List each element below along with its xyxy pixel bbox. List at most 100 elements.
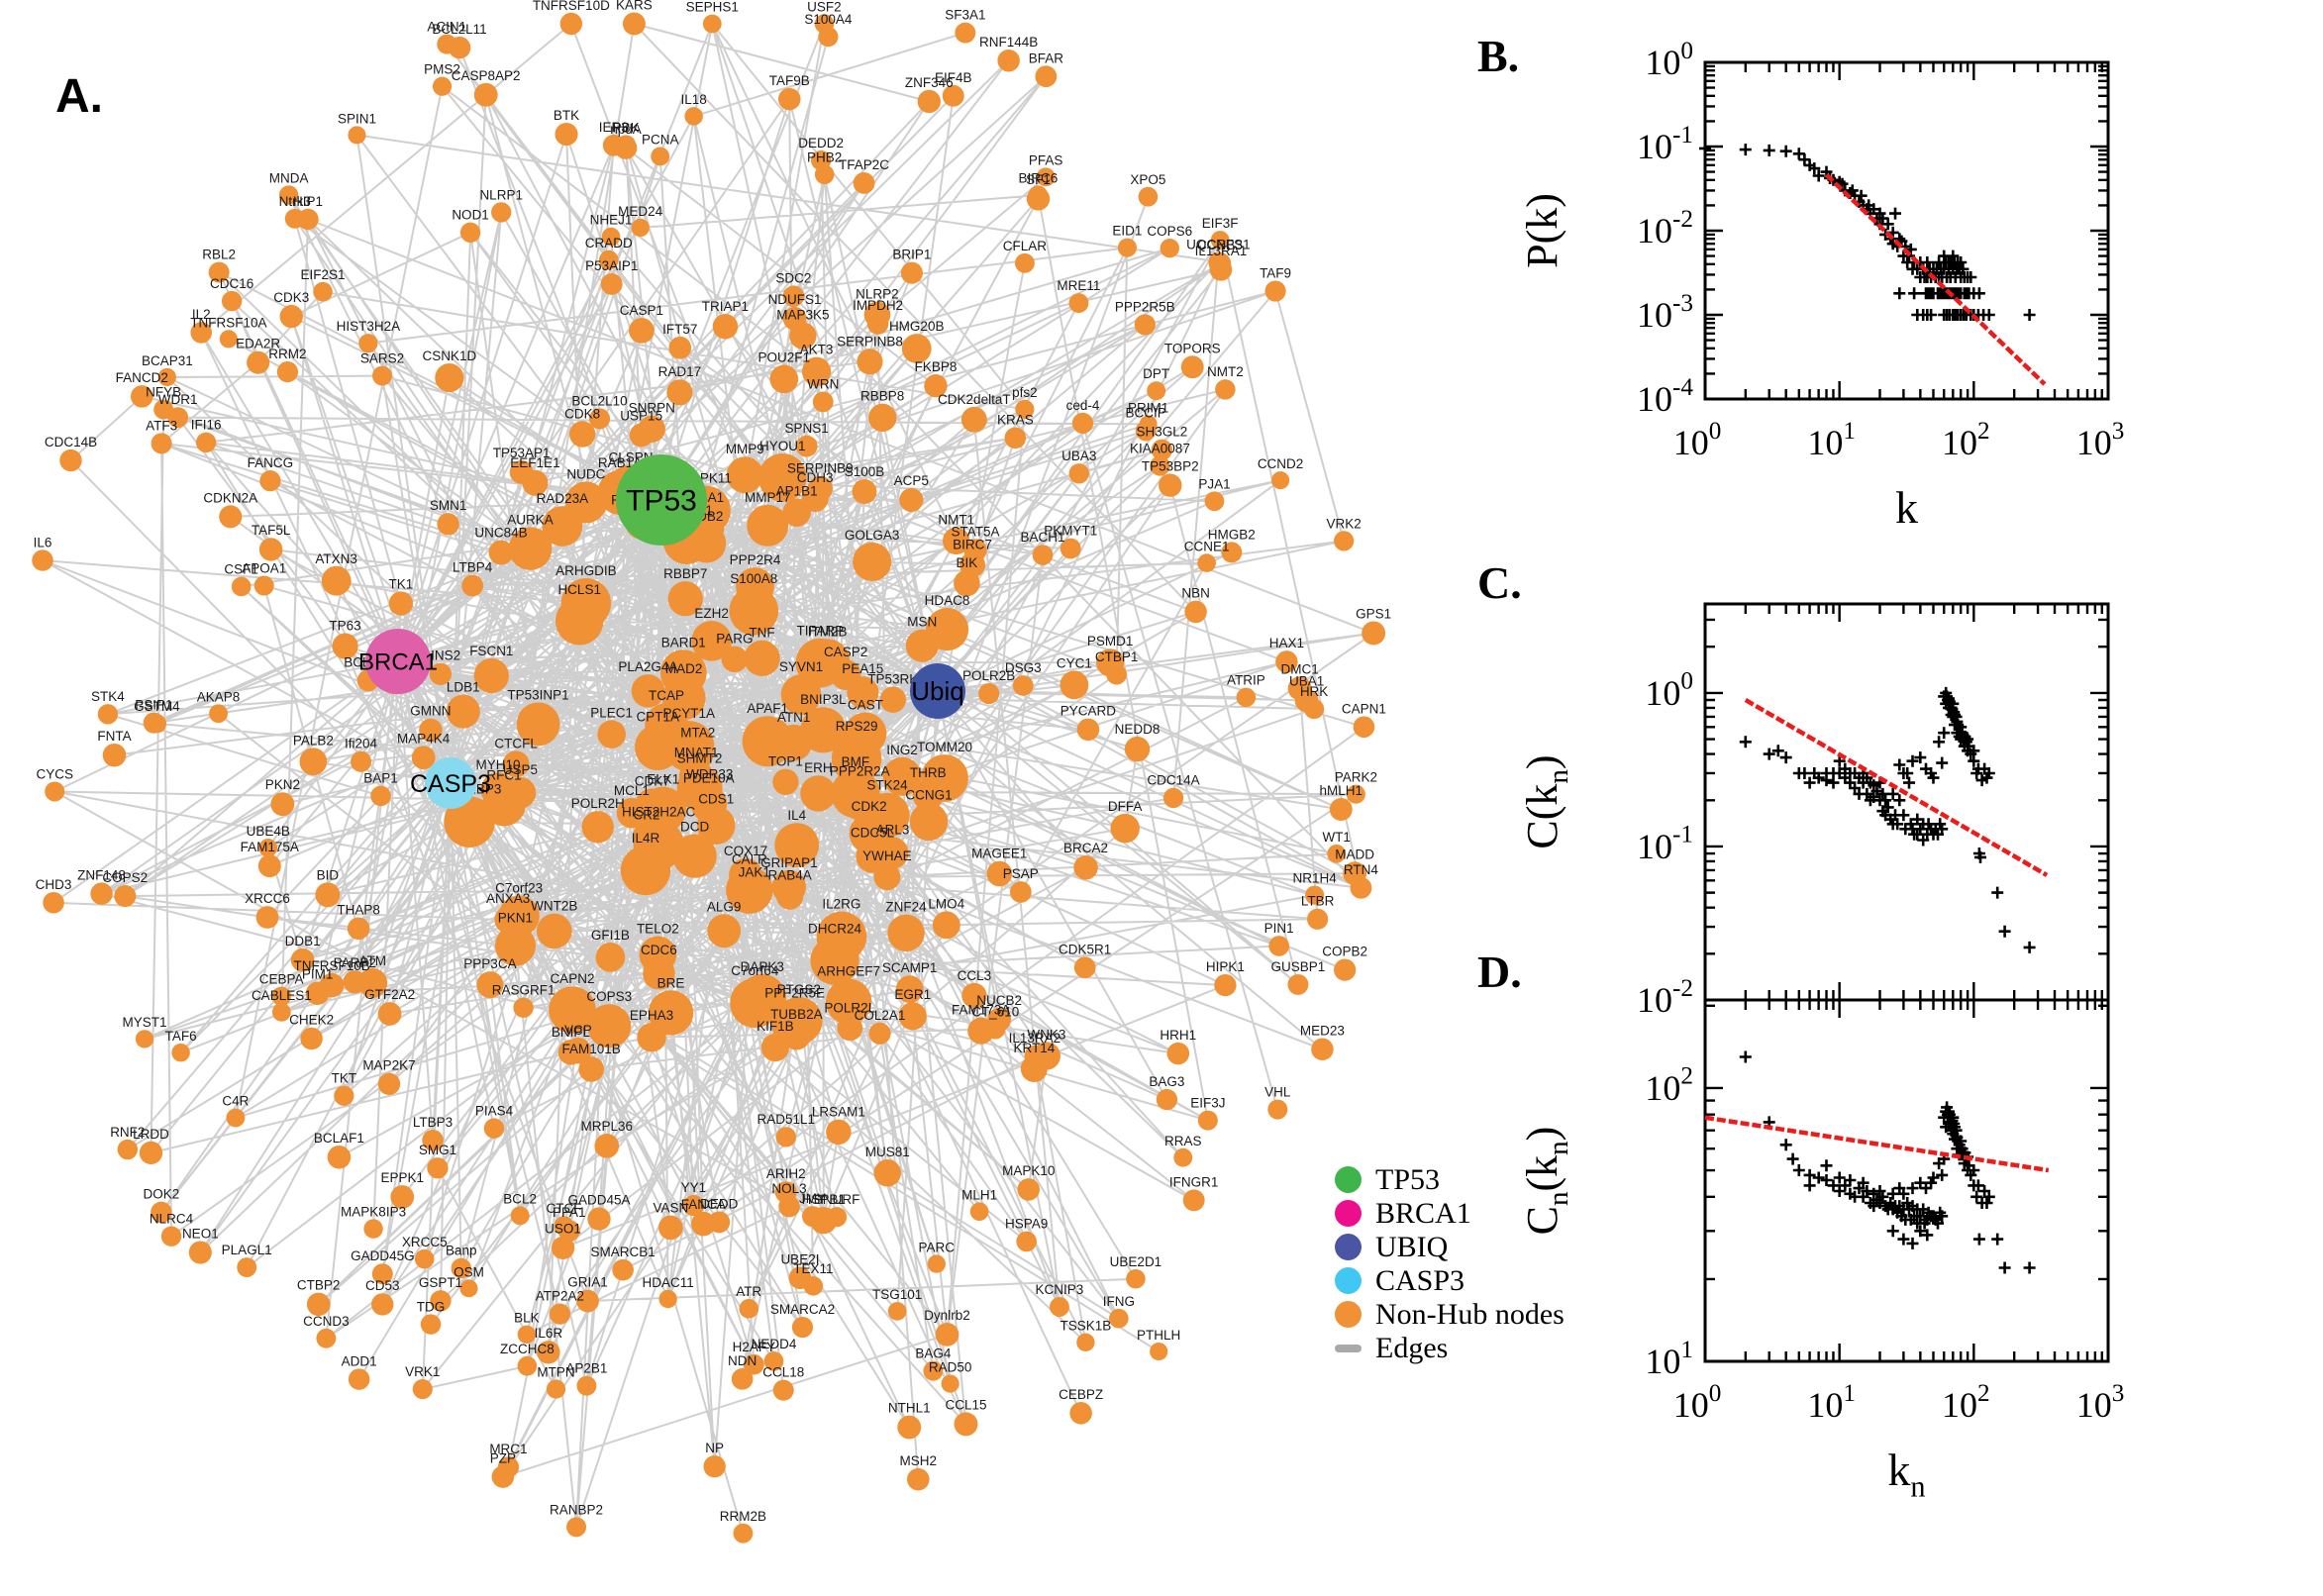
network-node-label: PCNA xyxy=(642,133,679,148)
network-node-label: NEDD4 xyxy=(752,1337,797,1351)
network-node xyxy=(221,290,243,312)
network-node-label: TKT xyxy=(332,1071,357,1086)
network-node xyxy=(1073,855,1098,880)
legend: TP53 BRCA1 UBIQ CASP3 Non-Hub nodes Edge… xyxy=(1335,1163,1565,1364)
network-node-label: HMGB2 xyxy=(1208,527,1256,542)
network-node-label: TNF xyxy=(749,626,774,641)
network-node-label: DFFA xyxy=(1108,799,1143,814)
scatter-points xyxy=(1739,686,2036,953)
network-node xyxy=(942,527,970,555)
network-node xyxy=(1197,553,1216,572)
network-node-label: LRSAM1 xyxy=(812,1105,865,1120)
network-node-label: IL13RA2 xyxy=(1009,1031,1061,1046)
network-node xyxy=(473,657,509,694)
network-node-label: GRIPAP1 xyxy=(760,855,818,870)
network-node-label: AKAP8 xyxy=(197,689,241,704)
network-node-label: AP1B1 xyxy=(776,483,818,498)
network-node xyxy=(758,453,807,502)
network-node-label: MNAT1 xyxy=(674,745,719,759)
network-node-label: BTK xyxy=(554,108,579,123)
network-node-label: USO1 xyxy=(545,1222,581,1237)
network-node-label: H2AFY xyxy=(733,1340,776,1354)
network-node xyxy=(648,990,694,1036)
network-node-label: TOP1 xyxy=(768,754,803,769)
network-node xyxy=(1166,1042,1190,1065)
network-node-label: ACIN1 xyxy=(427,20,466,35)
network-node-label: CDK8 xyxy=(564,406,600,421)
network-node-label: RBBP8 xyxy=(860,389,904,404)
network-node-label: SEPHS1 xyxy=(686,0,739,15)
network-node xyxy=(1026,187,1051,211)
network-node xyxy=(811,150,832,171)
network-node xyxy=(818,27,839,48)
network-node xyxy=(800,707,847,753)
network-node xyxy=(921,754,968,802)
network-node-label: WRN xyxy=(807,376,839,391)
network-node xyxy=(551,1236,575,1260)
network-node xyxy=(1264,280,1286,302)
network-node-label: BACH1 xyxy=(1021,530,1065,545)
network-node xyxy=(411,746,436,770)
network-node-label: BAG3 xyxy=(1149,1074,1184,1089)
tick-label: 100 xyxy=(1673,1380,1722,1425)
network-node-label: BCLAF1 xyxy=(314,1131,364,1146)
network-node-label: npdA xyxy=(610,122,642,137)
network-node xyxy=(917,89,941,114)
ubiq-node-icon xyxy=(1335,1234,1362,1260)
network-node-label: LRDD xyxy=(133,1127,169,1142)
fit-line xyxy=(1704,1115,2050,1173)
network-node xyxy=(549,986,596,1034)
network-node xyxy=(327,1145,352,1169)
network-node xyxy=(390,1185,415,1209)
network-node xyxy=(143,712,164,734)
network-node xyxy=(167,407,189,429)
network-node xyxy=(726,456,763,494)
network-node-label: TP53RK xyxy=(867,672,918,687)
edge-icon xyxy=(1335,1344,1362,1352)
network-node xyxy=(703,1454,726,1478)
network-node xyxy=(789,322,817,349)
network-node-label: BRIP1 xyxy=(892,248,931,262)
network-node-label: SARS2 xyxy=(360,351,404,366)
network-node-label: PIN1 xyxy=(1264,921,1294,936)
network-node-label: POLR2H xyxy=(571,796,625,811)
panel-b-label: B. xyxy=(1477,31,1520,81)
network-node xyxy=(1134,314,1156,336)
nonhub-node-icon xyxy=(1335,1301,1362,1328)
network-node xyxy=(332,633,358,659)
network-node-label: SNRPN xyxy=(629,401,675,416)
network-node xyxy=(576,1289,599,1313)
network-nodes xyxy=(32,12,1386,1544)
network-node-label: IFI16 xyxy=(191,418,222,433)
network-node xyxy=(270,792,295,817)
network-node-label: PPP3CA xyxy=(463,956,516,971)
network-node-label: EIF3J xyxy=(1190,1096,1225,1111)
network-node xyxy=(778,87,801,111)
network-node-label: SERPINB8 xyxy=(837,334,903,349)
network-node-label: SHMT2 xyxy=(677,750,723,765)
network-node xyxy=(682,1194,704,1217)
network-node-label: DHCR24 xyxy=(808,922,862,937)
network-node-label: MRPL36 xyxy=(580,1119,633,1134)
network-node xyxy=(1159,473,1182,497)
network-node xyxy=(997,49,1020,72)
network-node-label: HAX1 xyxy=(1269,636,1304,650)
network-node xyxy=(219,330,238,349)
network-node xyxy=(1049,1297,1069,1317)
network-node-label: PIM1 xyxy=(302,966,334,981)
network-node-label: TOMM20 xyxy=(917,740,972,754)
network-node-label: HIPK1 xyxy=(1206,959,1245,974)
network-node-label: GADD45A xyxy=(567,1192,630,1207)
network-node-label: CR2 xyxy=(634,808,660,823)
network-node xyxy=(736,567,774,606)
hub-node-casp3 xyxy=(425,757,476,809)
network-node xyxy=(1329,798,1353,821)
network-node xyxy=(190,322,213,344)
network-node-label: CASP2 xyxy=(824,645,867,659)
network-node xyxy=(516,702,560,747)
network-node-label: PFAS xyxy=(1029,152,1063,167)
network-node-label: ERH xyxy=(804,760,833,775)
network-node xyxy=(672,834,717,878)
network-node xyxy=(476,971,504,999)
network-node xyxy=(598,249,619,270)
